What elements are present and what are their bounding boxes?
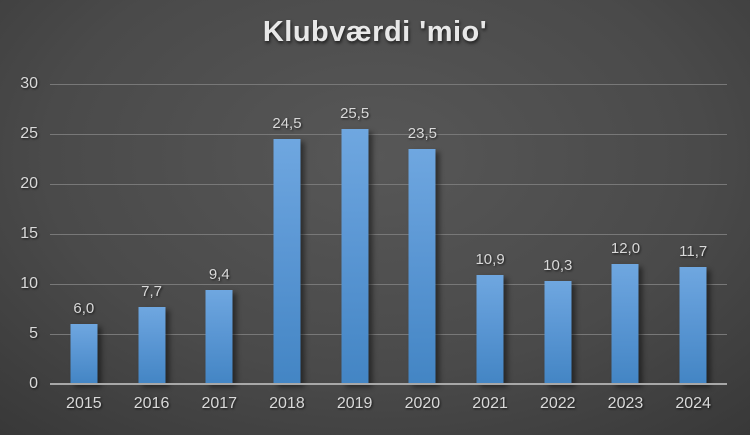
value-label-2024: 11,7 bbox=[679, 243, 708, 260]
value-label-2016: 7,7 bbox=[141, 283, 162, 300]
value-label-2023: 12,0 bbox=[610, 240, 641, 257]
bar-2019 bbox=[341, 129, 369, 384]
plot-area: 6,0 7,7 9,4 24,5 25,5 23,5 10,9 10,3 12,0 11,7 bbox=[50, 84, 727, 385]
y-tick-label-20: 20 bbox=[20, 175, 38, 192]
y-tick-label-30: 30 bbox=[20, 75, 38, 92]
gridline-y-5 bbox=[50, 334, 727, 335]
value-label-2015: 6,0 bbox=[73, 300, 95, 317]
bar-2017 bbox=[205, 290, 233, 384]
value-label-2020: 23,5 bbox=[407, 125, 437, 142]
gridline-y-15 bbox=[50, 234, 727, 235]
x-axis-labels: 2015 2016 2017 2018 2019 2020 2021 2022 2023 2024 bbox=[50, 395, 727, 413]
x-tick-label-2023: 2023 bbox=[607, 395, 644, 412]
x-tick-label-2018: 2018 bbox=[269, 395, 305, 412]
gridline-y-20 bbox=[50, 184, 727, 185]
chart-title: Klubværdi 'mio' bbox=[262, 16, 488, 48]
value-label-2019: 25,5 bbox=[340, 105, 370, 122]
y-axis-labels: 0 5 10 15 20 25 30 bbox=[0, 75, 38, 392]
bar-slot-2020: 23,5 bbox=[389, 84, 457, 384]
x-tick-label-2015: 2015 bbox=[66, 395, 102, 412]
bar-slot-2016: 7,7 bbox=[118, 84, 186, 384]
x-tick-label-2020: 2020 bbox=[404, 395, 441, 412]
bar-2023 bbox=[611, 264, 639, 384]
bar-slot-2024: 11,7 bbox=[659, 84, 727, 384]
bar-2020 bbox=[408, 149, 436, 384]
x-axis-line bbox=[50, 383, 727, 385]
bars-container: 6,0 7,7 9,4 24,5 25,5 23,5 10,9 10,3 12,0 11,7 bbox=[50, 84, 727, 384]
bar-slot-2022: 10,3 bbox=[524, 84, 592, 384]
y-tick-label-15: 15 bbox=[20, 225, 38, 242]
bar-slot-2021: 10,9 bbox=[456, 84, 524, 384]
bar-2022 bbox=[544, 281, 572, 384]
y-tick-label-0: 0 bbox=[29, 375, 38, 392]
bar-slot-2018: 24,5 bbox=[253, 84, 321, 384]
x-tick-label-2016: 2016 bbox=[133, 395, 170, 412]
gridline-y-10 bbox=[50, 284, 727, 285]
x-tick-label-2024: 2024 bbox=[675, 395, 711, 412]
y-tick-label-5: 5 bbox=[29, 325, 38, 342]
bar-2018 bbox=[273, 139, 301, 384]
x-tick-label-2017: 2017 bbox=[201, 395, 238, 412]
bar-slot-2023: 12,0 bbox=[592, 84, 660, 384]
bar-2015 bbox=[70, 324, 98, 384]
bar-2021 bbox=[476, 275, 504, 384]
x-tick-label-2019: 2019 bbox=[336, 395, 373, 412]
value-label-2017: 9,4 bbox=[208, 266, 230, 283]
value-label-2018: 24,5 bbox=[272, 115, 302, 132]
y-tick-label-10: 10 bbox=[20, 275, 38, 292]
value-label-2021: 10,9 bbox=[475, 251, 505, 268]
x-tick-label-2021: 2021 bbox=[472, 395, 508, 412]
bar-slot-2019: 25,5 bbox=[321, 84, 389, 384]
y-tick-label-25: 25 bbox=[20, 125, 38, 142]
gridline-y-30 bbox=[50, 84, 727, 85]
x-tick-label-2022: 2022 bbox=[539, 395, 576, 412]
bar-2016 bbox=[138, 307, 166, 384]
bar-slot-2017: 9,4 bbox=[185, 84, 253, 384]
gridline-y-25 bbox=[50, 134, 727, 135]
bar-slot-2015: 6,0 bbox=[50, 84, 118, 384]
bar-2024 bbox=[679, 267, 707, 384]
value-label-2022: 10,3 bbox=[543, 257, 573, 274]
